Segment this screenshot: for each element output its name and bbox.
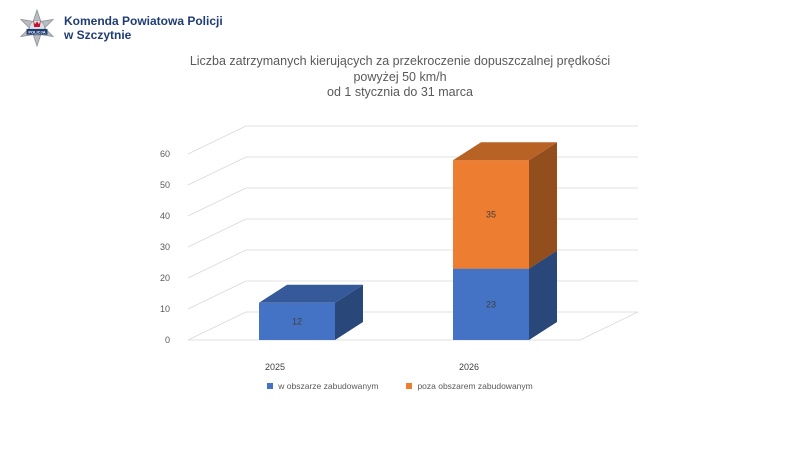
org-line-2: w Szczytnie xyxy=(64,28,132,42)
gridline-side xyxy=(187,249,247,279)
gridline-side xyxy=(187,156,247,186)
gridline-side xyxy=(187,280,247,310)
bar-top-face xyxy=(259,284,363,303)
floor-edge-right xyxy=(579,311,639,341)
legend-swatch-built-up xyxy=(267,383,274,389)
legend-label-outside-built-up: poza obszarem zabudowanym xyxy=(417,381,533,391)
data-label: 23 xyxy=(486,299,496,309)
chart-title-line-2: powyżej 50 km/h xyxy=(353,69,447,84)
legend: w obszarze zabudowanym poza obszarem zab… xyxy=(0,381,800,391)
y-tick-label: 40 xyxy=(160,211,170,221)
legend-swatch-outside-built-up xyxy=(406,383,413,389)
x-category-label: 2025 xyxy=(265,362,285,372)
x-category-label: 2026 xyxy=(459,362,479,372)
x-axis-labels: 2025 2026 xyxy=(265,362,479,372)
org-line-1: Komenda Powiatowa Policji xyxy=(64,14,223,28)
bar-front-face xyxy=(259,302,335,340)
y-tick-label: 50 xyxy=(160,180,170,190)
header: POLICJA Komenda Powiatowa Policji w Szcz… xyxy=(18,8,223,48)
bar-front-face xyxy=(453,160,529,269)
legend-item-outside-built-up: poza obszarem zabudowanym xyxy=(406,381,533,391)
organization-name: Komenda Powiatowa Policji w Szczytnie xyxy=(64,14,223,42)
bar-2026-outside-built-up: 35 xyxy=(453,142,557,269)
gridline-side xyxy=(187,311,247,341)
y-axis-ticks: 0 10 20 30 40 50 60 xyxy=(160,149,170,345)
chart-title: Liczba zatrzymanych kierujących za przek… xyxy=(150,54,650,101)
gridline-side xyxy=(187,125,247,155)
y-tick-label: 10 xyxy=(160,304,170,314)
y-tick-label: 60 xyxy=(160,149,170,159)
chart-title-line-1: Liczba zatrzymanych kierujących za przek… xyxy=(189,54,611,68)
bar-side-face xyxy=(529,250,557,340)
data-label: 12 xyxy=(292,316,302,326)
data-label: 35 xyxy=(486,209,496,219)
police-star-logo: POLICJA xyxy=(19,8,55,48)
legend-label-built-up: w obszarze zabudowanym xyxy=(278,381,379,391)
grid xyxy=(187,125,639,341)
eagle-mark xyxy=(33,20,41,28)
bar-side-face xyxy=(335,284,363,340)
gridline-side xyxy=(187,218,247,248)
bar-top-face xyxy=(453,142,557,161)
bars: 12 23 35 xyxy=(259,142,557,340)
y-tick-label: 30 xyxy=(160,242,170,252)
bar-side-face xyxy=(529,142,557,269)
badge-text: POLICJA xyxy=(28,29,45,34)
bar-front-face xyxy=(453,268,529,340)
badge-band xyxy=(26,28,48,35)
bar-2025-built-up: 12 xyxy=(259,284,363,340)
y-tick-label: 20 xyxy=(160,273,170,283)
gridline-side xyxy=(187,187,247,217)
legend-item-built-up: w obszarze zabudowanym xyxy=(267,381,378,391)
chart-title-line-3: od 1 stycznia do 31 marca xyxy=(327,85,473,99)
y-tick-label: 0 xyxy=(165,335,170,345)
